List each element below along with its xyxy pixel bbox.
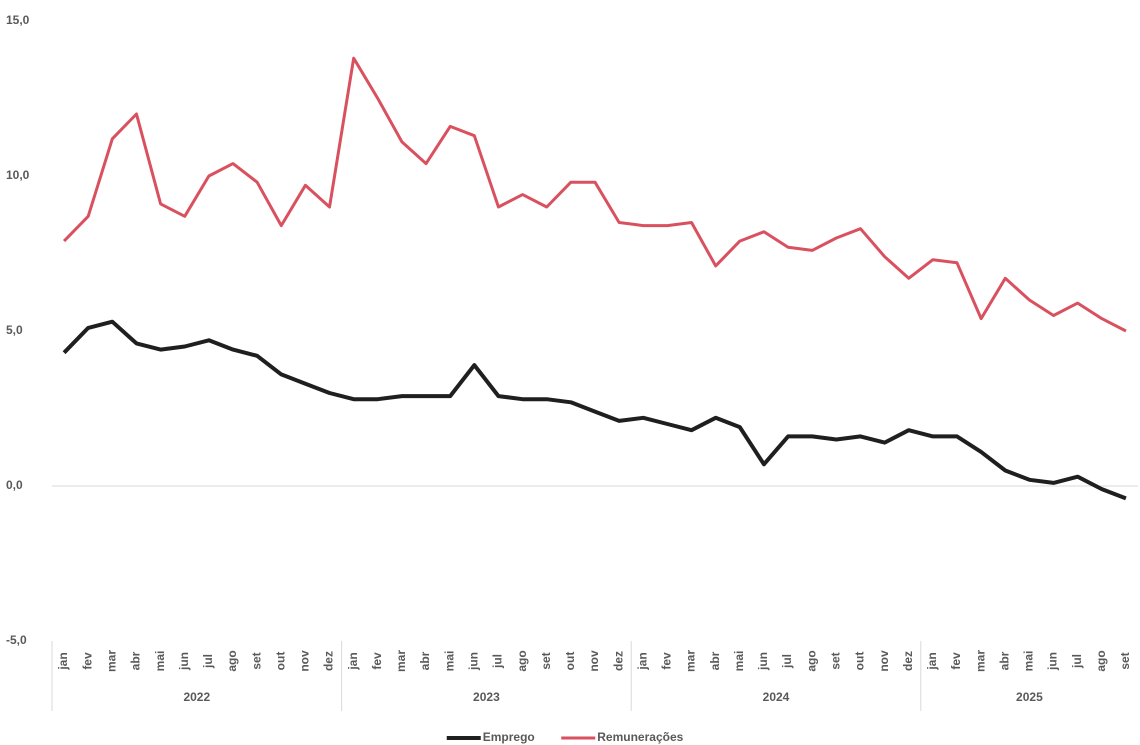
x-tick-label: ago (804, 650, 818, 671)
x-tick-label: dez (322, 651, 336, 671)
series-line (62, 56, 1127, 333)
x-tick-label: mar (684, 650, 698, 672)
x-tick-label: ago (515, 650, 529, 671)
group-label: 2025 (1016, 690, 1043, 704)
y-tick-label: 5,0 (6, 323, 23, 337)
legend-label: Emprego (483, 730, 535, 744)
x-tick-label: abr (708, 651, 722, 670)
x-tick-label: jun (1046, 652, 1060, 671)
x-tick-label: set (1118, 652, 1132, 669)
x-tick-label: dez (901, 651, 915, 671)
x-tick-label: ago (225, 650, 239, 671)
group-label: 2024 (763, 690, 790, 704)
x-tick-label: jun (467, 652, 481, 671)
x-tick-label: jul (491, 654, 505, 669)
x-tick-label: mai (732, 651, 746, 672)
x-tick-label: nov (877, 650, 891, 672)
x-tick-label: jan (925, 652, 939, 670)
x-tick-label: nov (298, 650, 312, 672)
x-tick-label: fev (370, 652, 384, 670)
x-tick-label: abr (129, 651, 143, 670)
x-tick-label: jun (177, 652, 191, 671)
y-tick-label: 15,0 (6, 13, 30, 27)
x-tick-label: fev (80, 652, 94, 670)
x-tick-label: fev (949, 652, 963, 670)
x-tick-label: mar (394, 650, 408, 672)
x-tick-label: abr (997, 651, 1011, 670)
x-tick-label: jan (635, 652, 649, 670)
x-tick-label: set (539, 652, 553, 669)
x-tick-label: abr (418, 651, 432, 670)
x-tick-label: jun (756, 652, 770, 671)
x-tick-label: set (249, 652, 263, 669)
x-tick-label: dez (611, 651, 625, 671)
x-tick-label: out (563, 652, 577, 671)
y-tick-label: 10,0 (6, 168, 30, 182)
x-tick-label: mai (153, 651, 167, 672)
x-tick-label: jan (56, 652, 70, 670)
legend-label: Remunerações (597, 730, 683, 744)
group-label: 2022 (183, 690, 210, 704)
x-tick-label: set (829, 652, 843, 669)
x-tick-label: jul (1070, 654, 1084, 669)
x-tick-label: mar (105, 650, 119, 672)
x-tick-label: out (273, 652, 287, 671)
x-tick-label: nov (587, 650, 601, 672)
x-tick-label: mai (1022, 651, 1036, 672)
y-tick-label: 0,0 (6, 478, 23, 492)
x-tick-label: out (853, 652, 867, 671)
x-tick-label: jul (780, 654, 794, 669)
group-label: 2023 (473, 690, 500, 704)
x-tick-label: fev (660, 652, 674, 670)
x-tick-label: jul (201, 654, 215, 669)
x-tick-label: ago (1094, 650, 1108, 671)
x-tick-label: mai (442, 651, 456, 672)
x-tick-label: jan (346, 652, 360, 670)
y-tick-label: -5,0 (6, 633, 27, 647)
series-line (62, 319, 1127, 501)
x-tick-label: mar (973, 650, 987, 672)
